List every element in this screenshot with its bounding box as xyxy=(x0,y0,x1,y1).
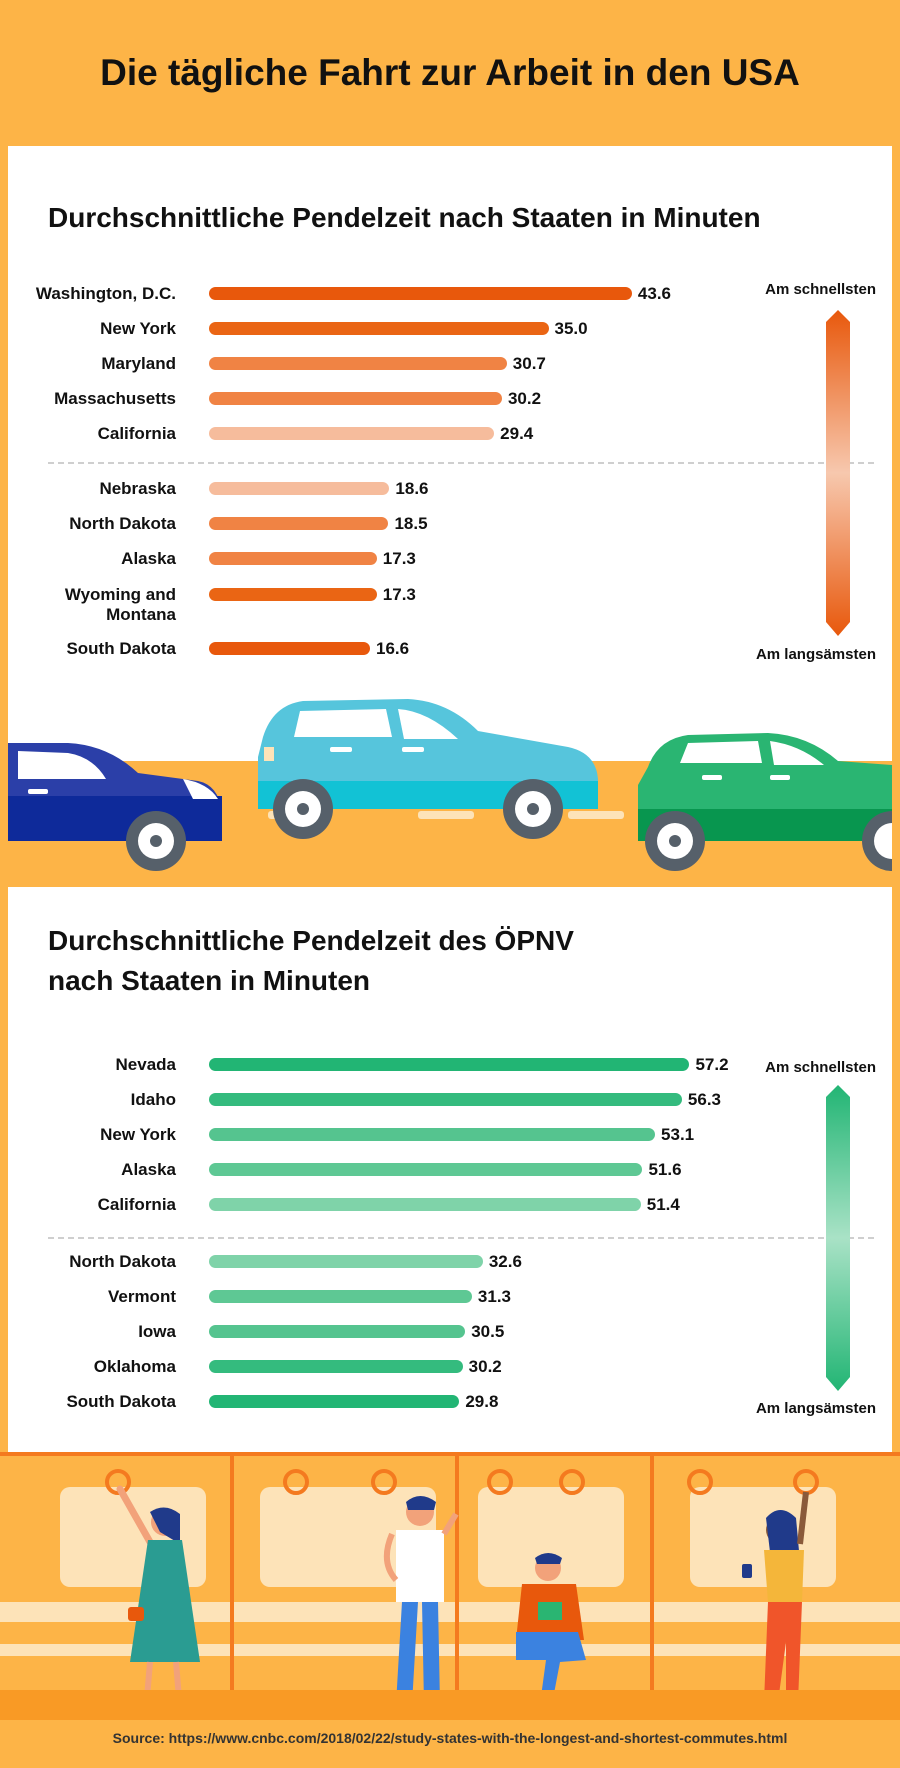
transit-legend-top: Am schnellsten xyxy=(765,1059,876,1076)
transit-value-label: 57.2 xyxy=(695,1055,729,1074)
transit-value-label: 51.6 xyxy=(648,1160,682,1179)
transit-label: Alaska xyxy=(121,1160,176,1179)
transit-bar xyxy=(209,1198,641,1211)
car-bar xyxy=(209,427,495,440)
transit-bar xyxy=(209,1290,472,1303)
transit-title-line-1: Durchschnittliche Pendelzeit des ÖPNV xyxy=(48,925,574,956)
car-bar xyxy=(209,552,377,565)
car-bar xyxy=(209,642,371,655)
car-bar xyxy=(209,287,632,300)
car-label: New York xyxy=(100,319,176,338)
car-value-label: 17.3 xyxy=(382,549,416,568)
car-label: Alaska xyxy=(121,549,176,568)
transit-value-label: 56.3 xyxy=(687,1090,721,1109)
car-label: Nebraska xyxy=(99,479,176,498)
transit-legend-bottom: Am langsämsten xyxy=(755,1400,876,1417)
car-illustration xyxy=(8,699,892,892)
car-value-label: 30.7 xyxy=(512,354,546,373)
transit-value-label: 29.8 xyxy=(465,1392,499,1411)
transit-value-label: 53.1 xyxy=(661,1125,695,1144)
car-bar xyxy=(209,357,507,370)
car-value-label: 29.4 xyxy=(500,424,534,443)
transit-label: Vermont xyxy=(107,1287,176,1306)
transit-label: South Dakota xyxy=(66,1392,176,1411)
car-legend-arrow xyxy=(826,310,850,636)
car-value-label: 16.6 xyxy=(376,639,410,658)
car-value-label: 18.6 xyxy=(395,479,429,498)
transit-commute-panel: Durchschnittliche Pendelzeit des ÖPNV na… xyxy=(8,887,892,1452)
car-label: South Dakota xyxy=(66,639,176,658)
car-label: Massachusetts xyxy=(54,389,176,408)
transit-bar xyxy=(209,1093,682,1106)
transit-value-label: 31.3 xyxy=(477,1287,511,1306)
transit-label: North Dakota xyxy=(69,1252,176,1271)
car-value-label: 18.5 xyxy=(394,514,428,533)
transit-chart-divider xyxy=(48,1237,874,1239)
car-bar xyxy=(209,482,390,495)
car-bar xyxy=(209,392,502,405)
transit-label: Idaho xyxy=(130,1090,176,1109)
car-label: North Dakota xyxy=(69,514,176,533)
transit-label: New York xyxy=(100,1125,176,1144)
transit-label: Nevada xyxy=(115,1055,176,1074)
transit-value-label: 30.2 xyxy=(468,1357,502,1376)
car-legend-top: Am schnellsten xyxy=(765,281,876,298)
transit-label: Iowa xyxy=(138,1322,176,1341)
source-citation: Source: https://www.cnbc.com/2018/02/22/… xyxy=(112,1730,788,1746)
transit-label: Oklahoma xyxy=(93,1357,176,1376)
car-label: Wyoming and Montana xyxy=(6,585,176,625)
car-commute-panel: Durchschnittliche Pendelzeit nach Staate… xyxy=(8,146,892,892)
transit-bar xyxy=(209,1255,483,1268)
transit-value-label: 30.5 xyxy=(471,1322,505,1341)
car-label: Maryland xyxy=(101,354,176,373)
car-label-line: Wyoming and xyxy=(64,585,176,604)
car-bar xyxy=(209,517,389,530)
car-label: California xyxy=(97,424,176,443)
car-value-label: 35.0 xyxy=(554,319,588,338)
car-label-line: Montana xyxy=(106,605,176,624)
car-chart-divider xyxy=(48,462,874,464)
car-chart-title: Durchschnittliche Pendelzeit nach Staate… xyxy=(48,202,761,233)
car-legend-bottom: Am langsämsten xyxy=(755,646,876,663)
main-title: Die tägliche Fahrt zur Arbeit in den USA xyxy=(100,52,800,93)
car-label: Washington, D.C. xyxy=(35,284,176,303)
transit-chart-title: Durchschnittliche Pendelzeit des ÖPNV na… xyxy=(48,921,574,1001)
car-bar xyxy=(209,322,549,335)
transit-legend-arrow xyxy=(826,1085,850,1391)
transit-value-label: 32.6 xyxy=(488,1252,522,1271)
car-value-label: 43.6 xyxy=(637,284,671,303)
transit-bar xyxy=(209,1395,460,1408)
transit-bar xyxy=(209,1163,643,1176)
transit-label: California xyxy=(97,1195,176,1214)
transit-bar xyxy=(209,1128,656,1141)
car-value-label: 30.2 xyxy=(507,389,542,408)
transit-title-line-2: nach Staaten in Minuten xyxy=(48,965,371,996)
transit-bar xyxy=(209,1058,690,1071)
transit-value-label: 51.4 xyxy=(646,1195,680,1214)
car-bar xyxy=(209,588,377,601)
transit-bar xyxy=(209,1325,466,1338)
train-illustration xyxy=(0,1452,900,1720)
transit-bar xyxy=(209,1360,463,1373)
car-value-label: 17.3 xyxy=(382,585,416,604)
